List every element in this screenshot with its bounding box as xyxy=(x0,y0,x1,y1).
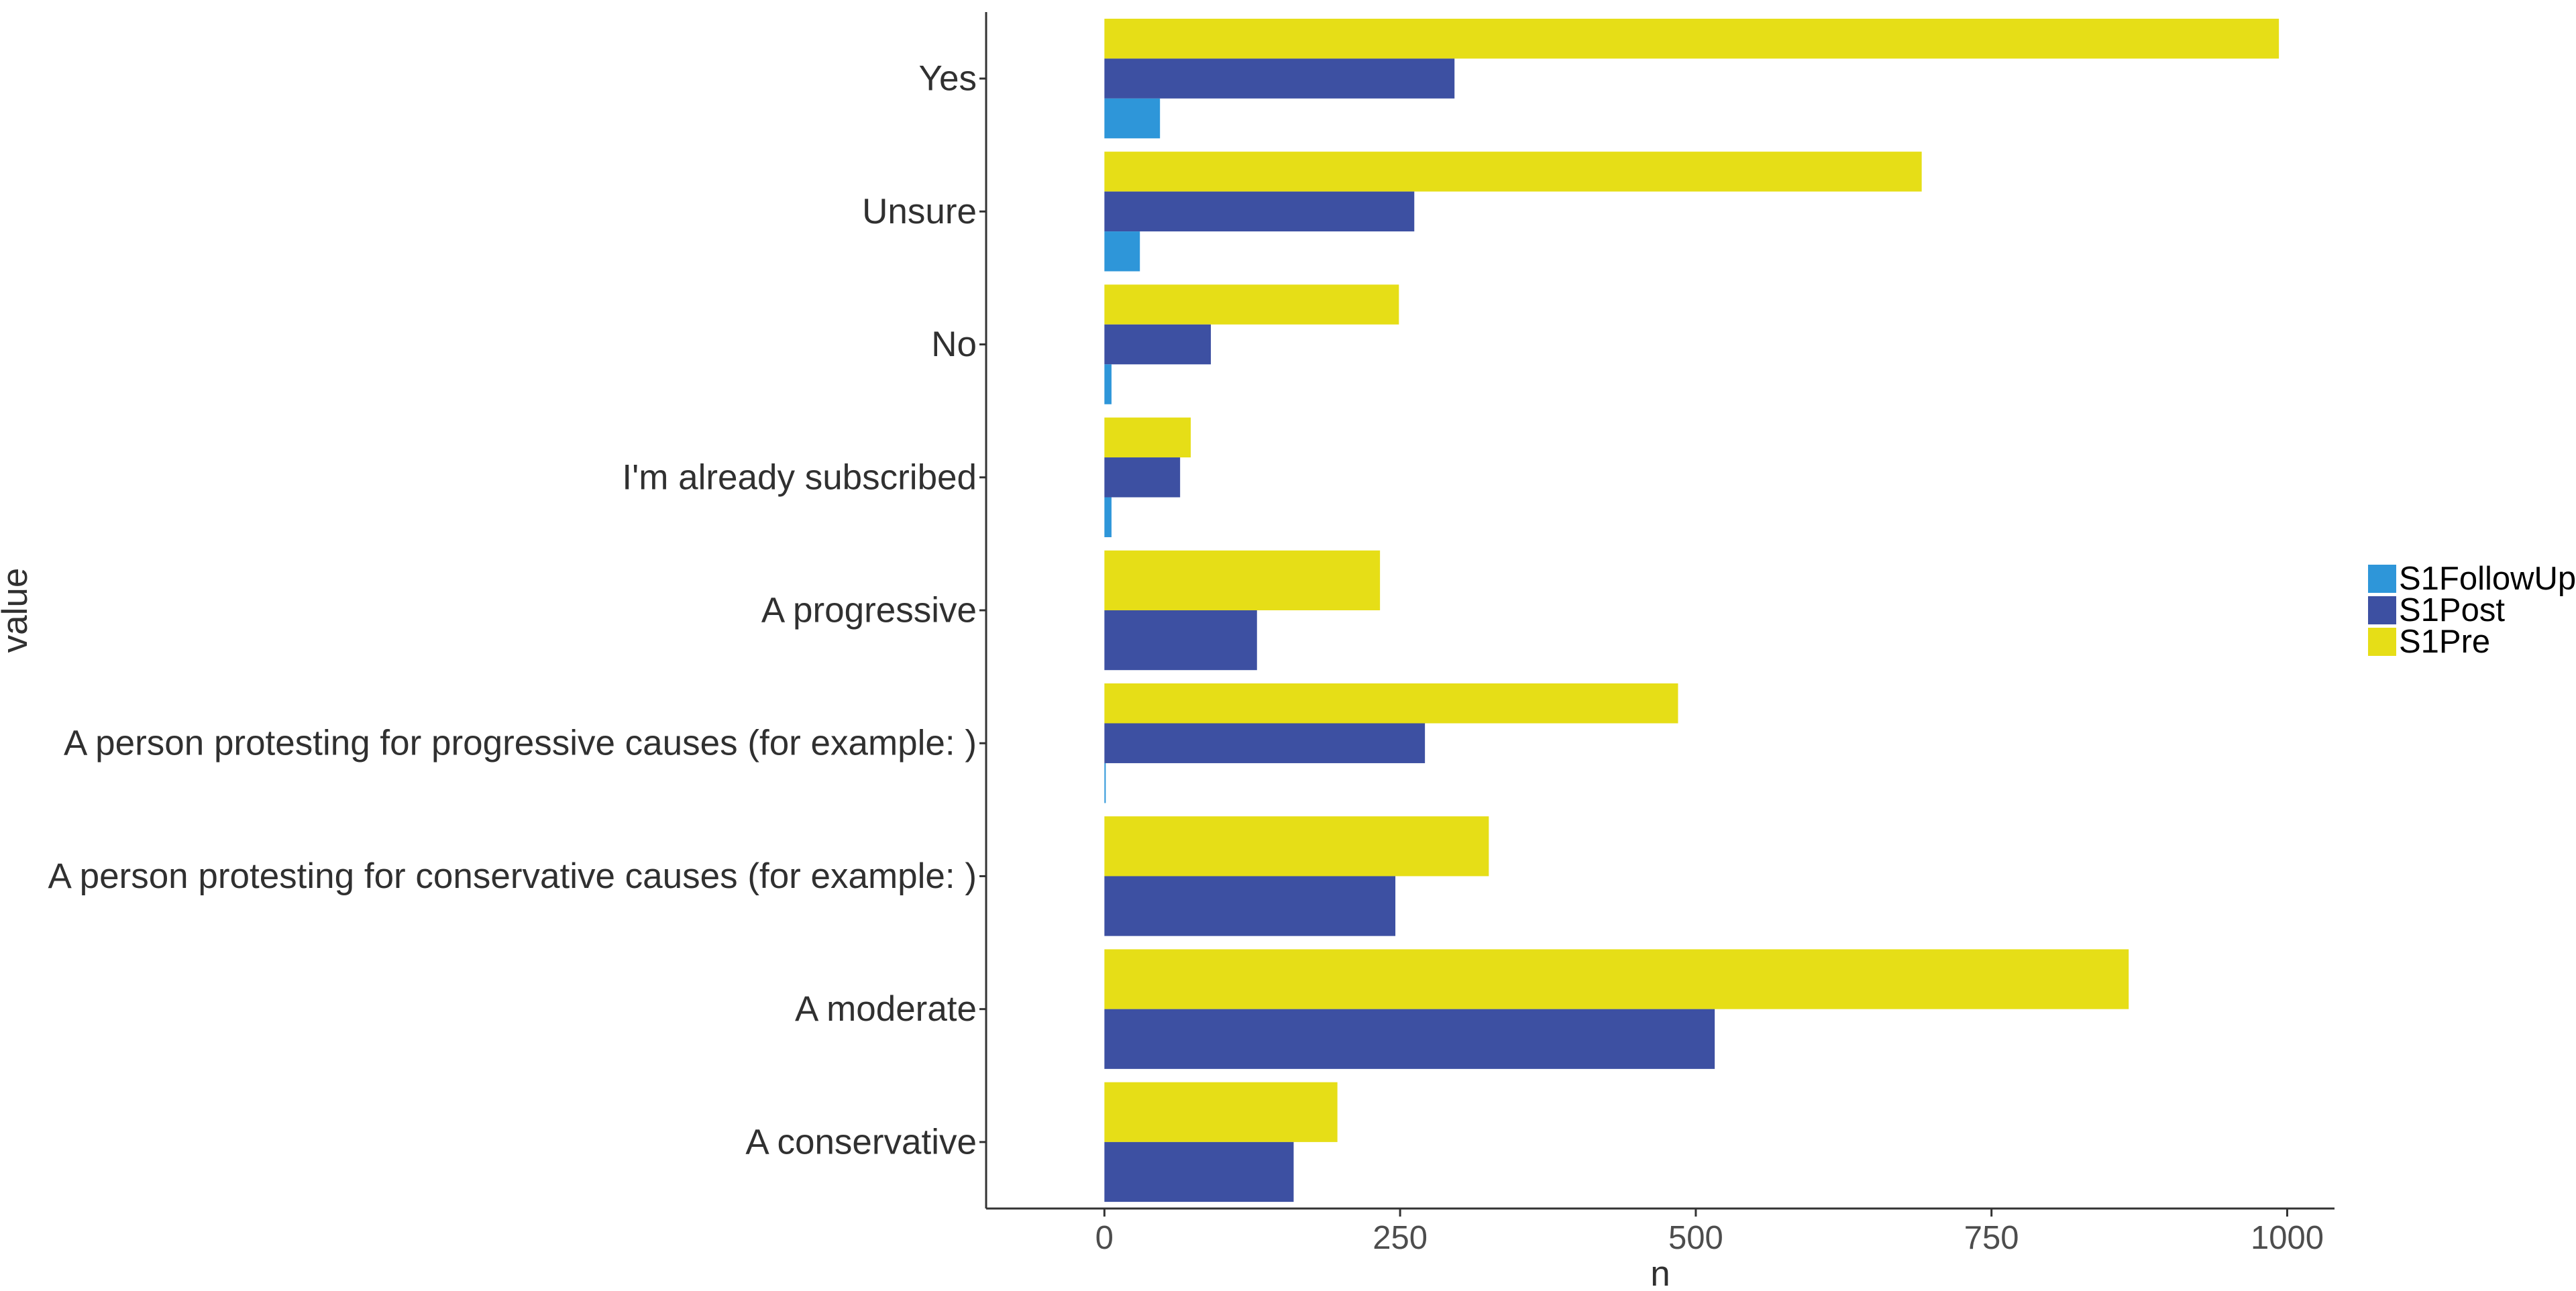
y-tick-label: I'm already subscribed xyxy=(622,457,977,497)
bar-s1followup-2 xyxy=(1104,364,1112,404)
bar-s1post-3 xyxy=(1104,457,1181,498)
bar-s1post-4 xyxy=(1104,610,1257,671)
y-tick-label: A person protesting for progressive caus… xyxy=(64,724,977,763)
bar-s1followup-3 xyxy=(1104,497,1112,537)
bar-s1post-2 xyxy=(1104,324,1211,365)
x-axis-title: n xyxy=(1650,1254,1670,1288)
bar-s1followup-1 xyxy=(1104,231,1140,272)
bar-s1pre-0 xyxy=(1104,18,2279,59)
bar-s1post-7 xyxy=(1104,1009,1715,1069)
bars-layer xyxy=(1104,18,2279,1202)
bar-s1followup-0 xyxy=(1104,98,1161,139)
legend-label-s1pre: S1Pre xyxy=(2399,624,2490,660)
legend-key-s1post xyxy=(2368,596,2396,624)
bar-s1post-1 xyxy=(1104,191,1415,232)
y-ticks-layer: Yes Unsure No I'm already subscribed A progr… xyxy=(48,59,986,1162)
x-tick-label: 0 xyxy=(1095,1220,1114,1256)
legend-label-s1followup: S1FollowUp xyxy=(2399,561,2576,597)
bar-s1pre-7 xyxy=(1104,949,2129,1009)
y-tick-label: Unsure xyxy=(862,192,977,231)
legend-key-s1followup xyxy=(2368,565,2396,593)
bar-s1pre-8 xyxy=(1104,1082,1338,1142)
legend-key-s1pre xyxy=(2368,628,2396,656)
bar-s1post-6 xyxy=(1104,876,1396,936)
y-tick-label: Yes xyxy=(919,59,977,99)
x-ticks-layer: 0 250 500 750 1000 xyxy=(1095,1209,2324,1256)
bar-s1post-5 xyxy=(1104,723,1426,763)
y-tick-label: A person protesting for conservative cau… xyxy=(48,856,977,896)
y-tick-label: A progressive xyxy=(761,591,977,630)
bar-s1pre-1 xyxy=(1104,152,1922,192)
y-tick-label: No xyxy=(931,325,977,364)
bar-s1pre-3 xyxy=(1104,417,1191,458)
x-tick-label: 750 xyxy=(1964,1220,2019,1256)
x-tick-label: 1000 xyxy=(2251,1220,2324,1256)
y-axis-title: value xyxy=(0,568,35,653)
y-tick-label: A moderate xyxy=(795,989,977,1029)
bar-s1post-0 xyxy=(1104,58,1455,99)
bar-s1post-8 xyxy=(1104,1141,1294,1202)
x-tick-label: 250 xyxy=(1373,1220,1428,1256)
y-tick-label: A conservative xyxy=(745,1122,977,1162)
bar-s1pre-2 xyxy=(1104,284,1399,325)
x-tick-label: 500 xyxy=(1668,1220,1723,1256)
bar-s1followup-5 xyxy=(1104,763,1106,803)
bar-s1pre-4 xyxy=(1104,550,1381,610)
bar-s1pre-5 xyxy=(1104,683,1678,724)
bar-s1pre-6 xyxy=(1104,816,1489,877)
legend-label-s1post: S1Post xyxy=(2399,592,2505,628)
